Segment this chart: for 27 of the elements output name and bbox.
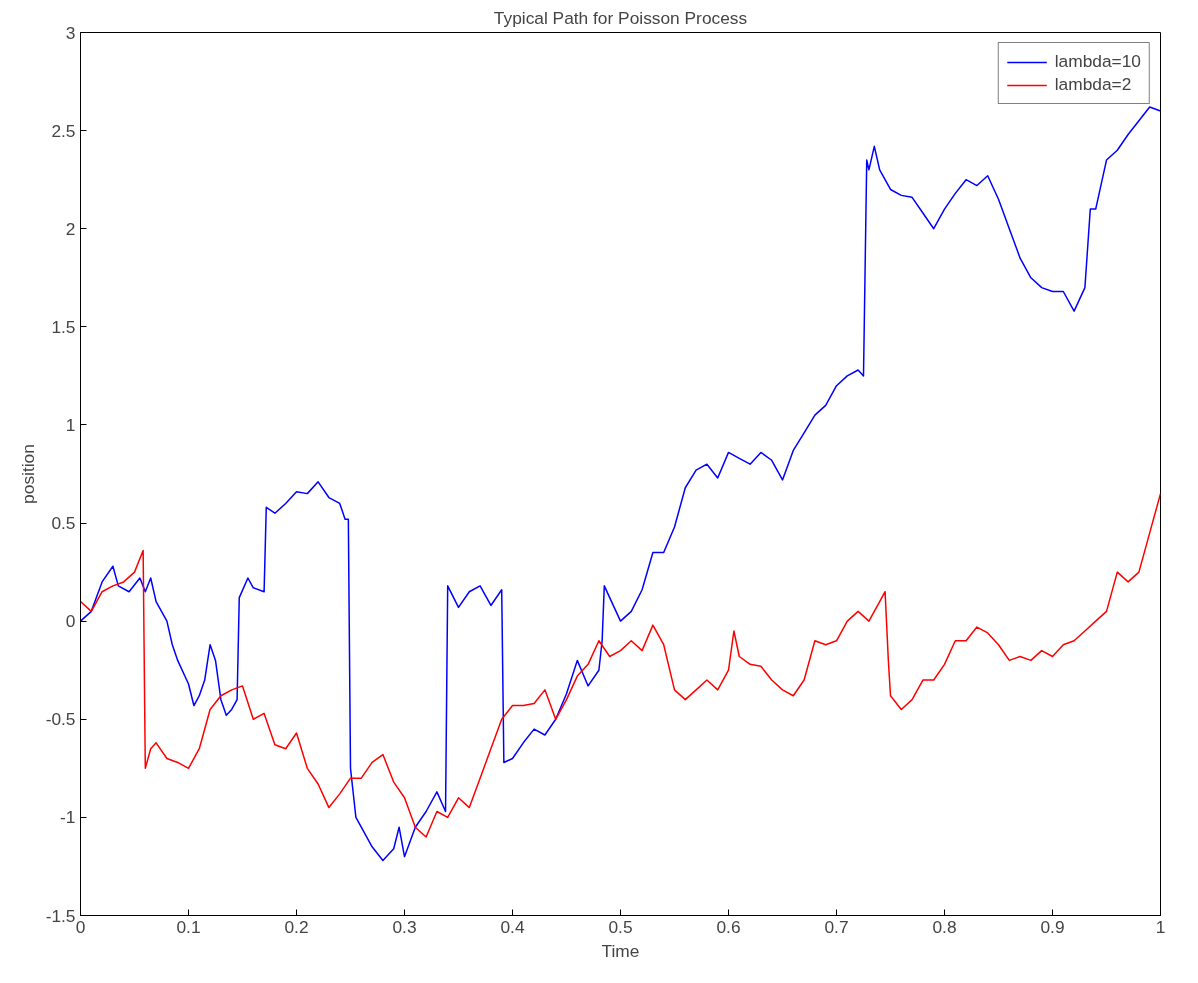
x-axis-title: Time [601, 940, 640, 961]
x-tick-label: 0.7 [824, 916, 849, 937]
y-axis-title: position [17, 444, 38, 504]
y-tick-label: 1 [65, 414, 76, 435]
y-tick-label: 2 [65, 218, 76, 239]
x-tick-label: 0.4 [500, 916, 525, 937]
y-tick-label: -0.5 [45, 709, 76, 730]
line-series [80, 492, 1161, 838]
y-tick-label: 1.5 [51, 316, 76, 337]
y-tick-label: 0 [65, 611, 76, 632]
x-tick-label: 0.9 [1040, 916, 1065, 937]
x-tick-label: 0.2 [284, 916, 309, 937]
y-tick-label: 0.5 [51, 513, 76, 534]
x-tick-label: 0.6 [716, 916, 741, 937]
legend-label: lambda=10 [1054, 51, 1141, 72]
y-tick-label: -1 [60, 807, 76, 828]
x-tick-label: 1 [1155, 916, 1166, 937]
line-series [80, 106, 1161, 862]
y-tick-label: 2.5 [51, 120, 76, 141]
legend-label: lambda=2 [1054, 74, 1132, 95]
chart-title: Typical Path for Poisson Process [493, 7, 748, 28]
y-tick-label: -1.5 [45, 905, 76, 926]
x-tick-label: 0.8 [932, 916, 957, 937]
y-tick-label: 3 [65, 22, 76, 43]
x-tick-label: 0.5 [608, 916, 633, 937]
x-tick-label: 0.1 [176, 916, 201, 937]
x-tick-label: 0.3 [392, 916, 417, 937]
